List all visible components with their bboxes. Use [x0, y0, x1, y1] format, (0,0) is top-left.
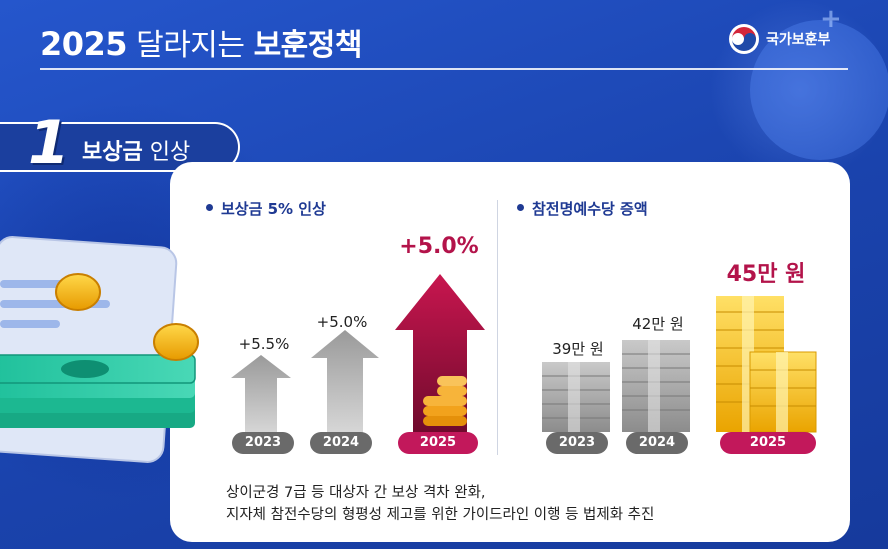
arrow-2024-icon: [311, 330, 379, 435]
title-bold: 보훈정책: [253, 28, 363, 63]
section-title-bold: 보상금: [82, 140, 143, 165]
stack-2025-icon: [716, 296, 817, 433]
ministry-name: 국가보훈부: [766, 32, 831, 48]
coin-stack-icon: [423, 376, 467, 426]
compensation-2024-label: +5.0%: [316, 313, 368, 331]
caption: 상이군경 7급 등 대상자 간 보상 격차 완화, 지자체 참전수당의 형평성 …: [226, 482, 654, 526]
honor-2024-year: 2024: [626, 432, 688, 454]
page-title: 2025 달라지는 보훈정책: [40, 20, 362, 64]
caption-line-2: 지자체 참전수당의 형평성 제고를 위한 가이드라인 이행 등 법제화 추진: [226, 507, 655, 523]
decorative-circle: [750, 20, 888, 160]
compensation-2023-year: 2023: [232, 432, 294, 454]
compensation-2025-year: 2025: [398, 432, 478, 454]
stack-2023-icon: [542, 362, 610, 432]
coin-icon: [55, 273, 199, 361]
caption-line-1: 상이군경 7급 등 대상자 간 보상 격차 완화,: [226, 485, 486, 501]
honor-allowance-heading: 참전명예수당 증액: [517, 198, 648, 219]
honor-2023-year: 2023: [546, 432, 608, 454]
honor-2024-label: 42만 원: [632, 315, 684, 333]
honor-2023-label: 39만 원: [552, 340, 604, 358]
section-number: 1: [28, 108, 70, 178]
cash-stack-icon: [0, 354, 196, 428]
title-year: 2025: [40, 25, 128, 63]
section-title-light: 인상: [149, 140, 191, 165]
honor-2025-label: 45만 원: [726, 262, 806, 287]
section-title: 보상금 인상: [82, 134, 190, 166]
arrow-2023-icon: [231, 355, 291, 435]
compensation-2024-year: 2024: [310, 432, 372, 454]
header-divider: [40, 68, 848, 70]
stack-2024-icon: [622, 340, 690, 432]
compensation-heading: 보상금 5% 인상: [206, 198, 326, 219]
honor-allowance-stacks: [542, 296, 817, 433]
plus-decoration-icon: +: [820, 4, 842, 34]
compensation-2025-label: +5.0%: [399, 234, 479, 259]
header: 2025 달라지는 보훈정책 국가보훈부: [0, 0, 888, 72]
honor-2025-year: 2025: [720, 432, 816, 454]
ministry-logo: 국가보훈부: [728, 22, 830, 56]
column-divider: [497, 200, 498, 455]
title-light: 달라지는: [136, 28, 245, 63]
compensation-2023-label: +5.5%: [238, 335, 290, 353]
compensation-arrows: [231, 274, 485, 435]
taegeuk-emblem-icon: [729, 24, 759, 54]
money-illustration: [0, 236, 199, 463]
